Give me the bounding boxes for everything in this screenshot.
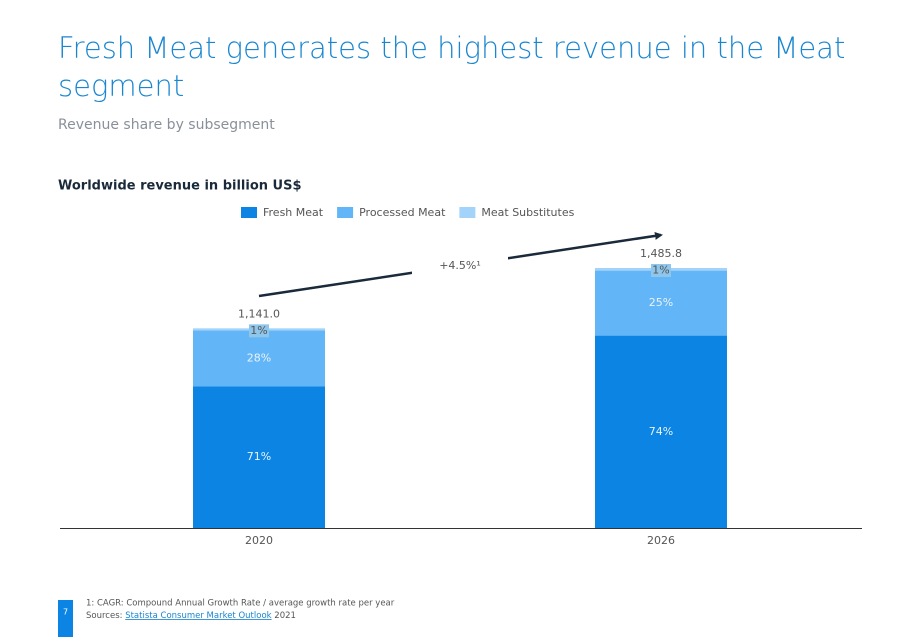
small-label-bg xyxy=(651,264,671,277)
page-number: 7 xyxy=(63,608,68,617)
x-tick-label: 2026 xyxy=(647,534,675,547)
bar-segment xyxy=(595,335,727,528)
sources-link[interactable]: Statista Consumer Market Outlook xyxy=(125,611,271,621)
sources-suffix: 2021 xyxy=(272,611,296,621)
segment-label: 74% xyxy=(649,425,673,438)
segment-label: 28% xyxy=(247,351,271,364)
segment-label: 71% xyxy=(247,450,271,463)
legend-label: Meat Substitutes xyxy=(481,206,574,219)
title-line: Fresh Meat generates the highest revenue… xyxy=(58,31,845,65)
legend-swatch xyxy=(241,207,257,218)
bar-segment xyxy=(595,270,727,336)
legend-swatch xyxy=(459,207,476,218)
x-tick-label: 2020 xyxy=(245,534,273,547)
bar-segment xyxy=(193,386,325,528)
bar-segment xyxy=(193,330,325,387)
sources-prefix: Sources: xyxy=(86,611,125,621)
chart-heading: Worldwide revenue in billion US$ xyxy=(58,179,302,194)
title-line: segment xyxy=(58,69,184,103)
sources: Sources: Statista Consumer Market Outloo… xyxy=(86,611,296,621)
legend-swatch xyxy=(337,207,354,218)
total-label: 1,141.0 xyxy=(238,307,280,320)
segment-label: 1% xyxy=(652,264,669,277)
page-number-bg xyxy=(58,600,73,637)
total-label: 1,485.8 xyxy=(640,247,682,260)
annotation-bg xyxy=(412,256,508,276)
small-label-bg xyxy=(249,324,269,338)
legend-label: Fresh Meat xyxy=(263,206,324,219)
segment-label: 25% xyxy=(649,296,673,309)
legend-label: Processed Meat xyxy=(359,206,446,219)
annotation: +4.5%¹ xyxy=(439,259,481,272)
subtitle: Revenue share by subsegment xyxy=(58,117,275,133)
segment-label: 1% xyxy=(250,324,267,337)
footnote: 1: CAGR: Compound Annual Growth Rate / a… xyxy=(86,599,395,609)
